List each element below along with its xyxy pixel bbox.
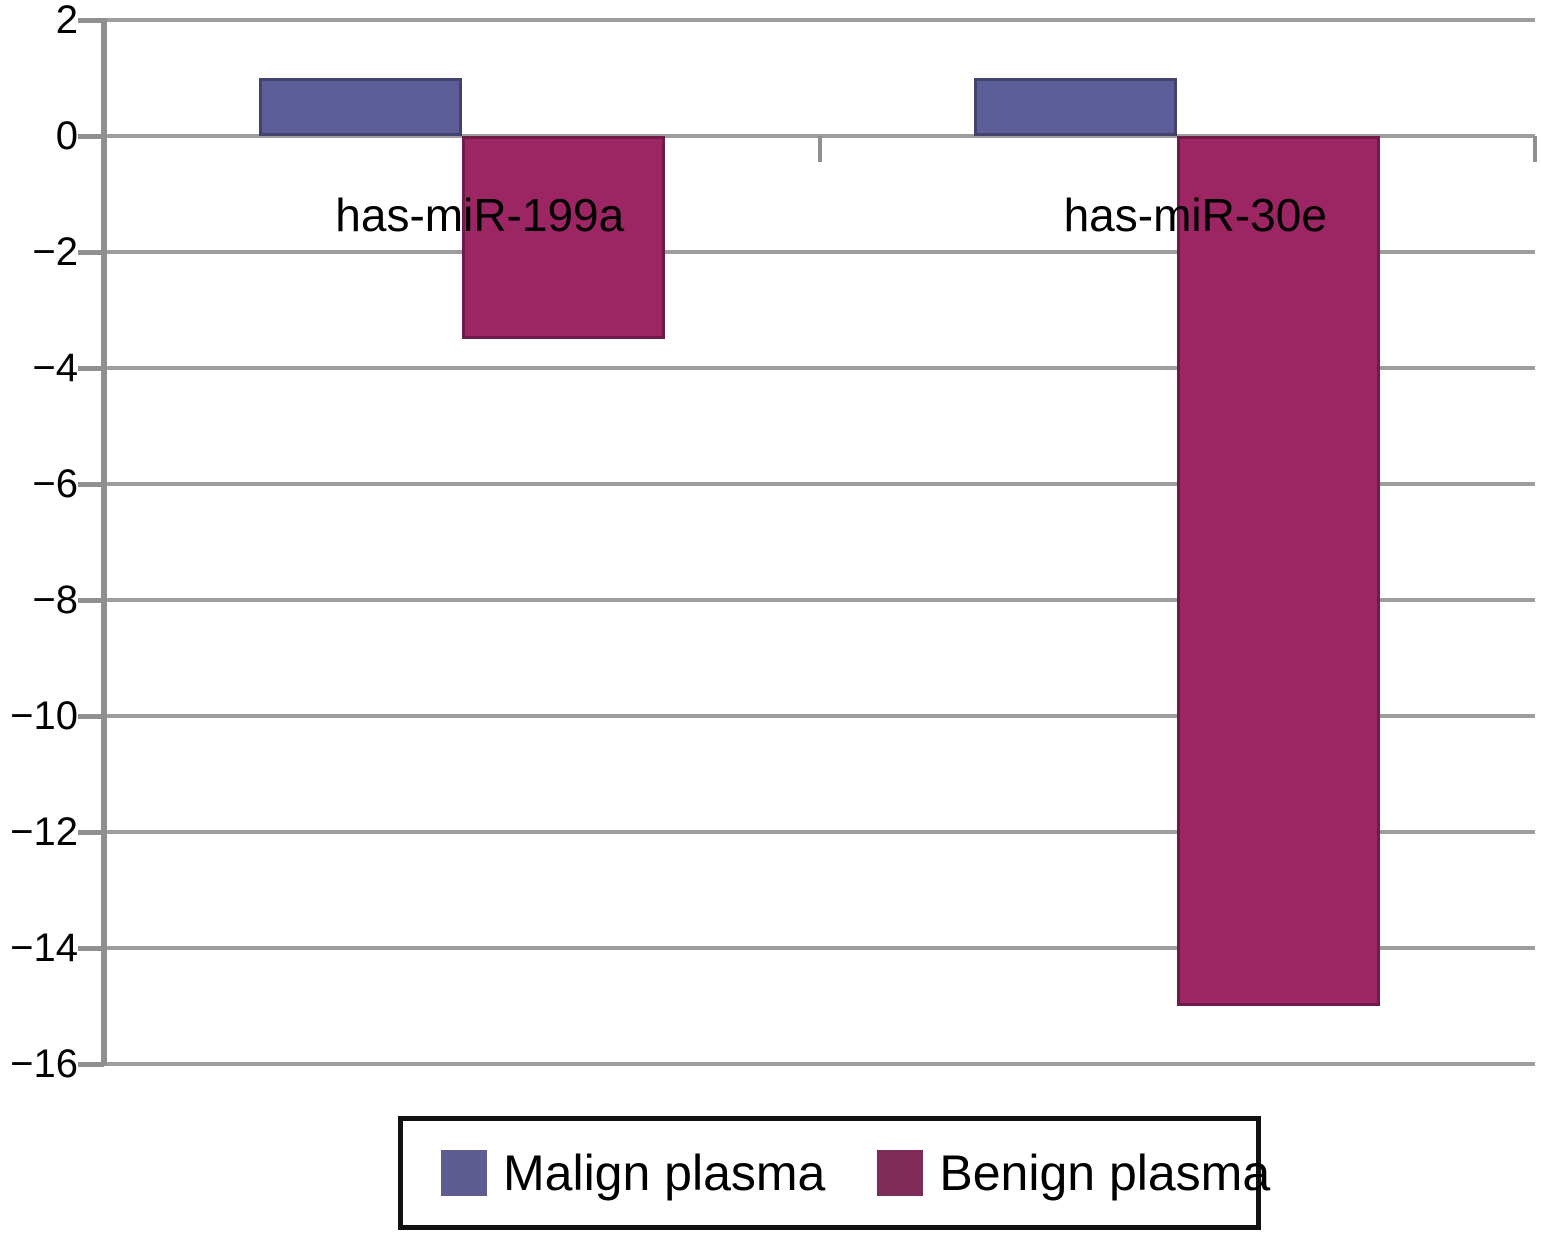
benign-plasma-label: Benign plasma	[939, 1145, 1271, 1201]
malign-plasma-label: Malign plasma	[503, 1145, 826, 1201]
y-axis-tick--6	[78, 481, 104, 487]
y-axis-label--12: −12	[10, 810, 78, 854]
y-axis-tick--14	[78, 945, 104, 951]
gridline-y--4	[104, 366, 1535, 370]
y-axis-tick-2	[78, 17, 104, 23]
y-axis-label--4: −4	[32, 346, 78, 390]
y-axis-label--16: −16	[10, 1042, 78, 1086]
y-axis-label--6: −6	[32, 462, 78, 506]
bar-malign-plasma-has-miR-199a	[258, 78, 462, 136]
legend: Malign plasma Benign plasma	[398, 1116, 1270, 1230]
bar-benign-plasma-has-miR-30e	[1177, 136, 1381, 1006]
gridline-y--14	[104, 946, 1535, 950]
bar-malign-plasma-has-miR-30e	[974, 78, 1178, 136]
gridline-y--8	[104, 598, 1535, 602]
y-axis-tick--2	[78, 249, 104, 255]
y-axis-label--10: −10	[10, 694, 78, 738]
malign-plasma-swatch	[441, 1150, 487, 1196]
gridline-y--10	[104, 714, 1535, 718]
category-label-has-miR-30e: has-miR-30e	[1063, 189, 1327, 241]
x-axis-tick-1	[817, 136, 822, 162]
y-axis-tick--4	[78, 365, 104, 371]
gridline-y--12	[104, 830, 1535, 834]
gridline-y--2	[104, 250, 1535, 254]
gridline-y--16	[104, 1062, 1535, 1066]
category-label-has-miR-199a: has-miR-199a	[335, 189, 625, 241]
y-axis-line	[101, 18, 107, 1066]
y-axis-label--2: −2	[32, 230, 78, 274]
benign-plasma-swatch	[877, 1150, 924, 1196]
x-axis-tick-2	[1533, 136, 1537, 162]
legend-item-malign-plasma: Malign plasma	[441, 1144, 825, 1202]
y-axis-label--8: −8	[32, 578, 78, 622]
legend-item-benign-plasma: Benign plasma	[877, 1144, 1270, 1202]
y-axis-label-2: 2	[55, 0, 78, 42]
bar-benign-plasma-has-miR-199a	[461, 136, 665, 339]
y-axis-tick-0	[78, 133, 104, 139]
y-axis-tick--10	[78, 713, 104, 719]
gridline-y--6	[104, 482, 1535, 486]
y-axis-label-0: 0	[55, 114, 78, 158]
y-axis-label--14: −14	[10, 926, 78, 970]
y-axis-tick--8	[78, 597, 104, 603]
gridline-y-2	[104, 18, 1535, 22]
y-axis-tick--12	[78, 829, 104, 835]
y-axis-tick--16	[78, 1061, 104, 1067]
